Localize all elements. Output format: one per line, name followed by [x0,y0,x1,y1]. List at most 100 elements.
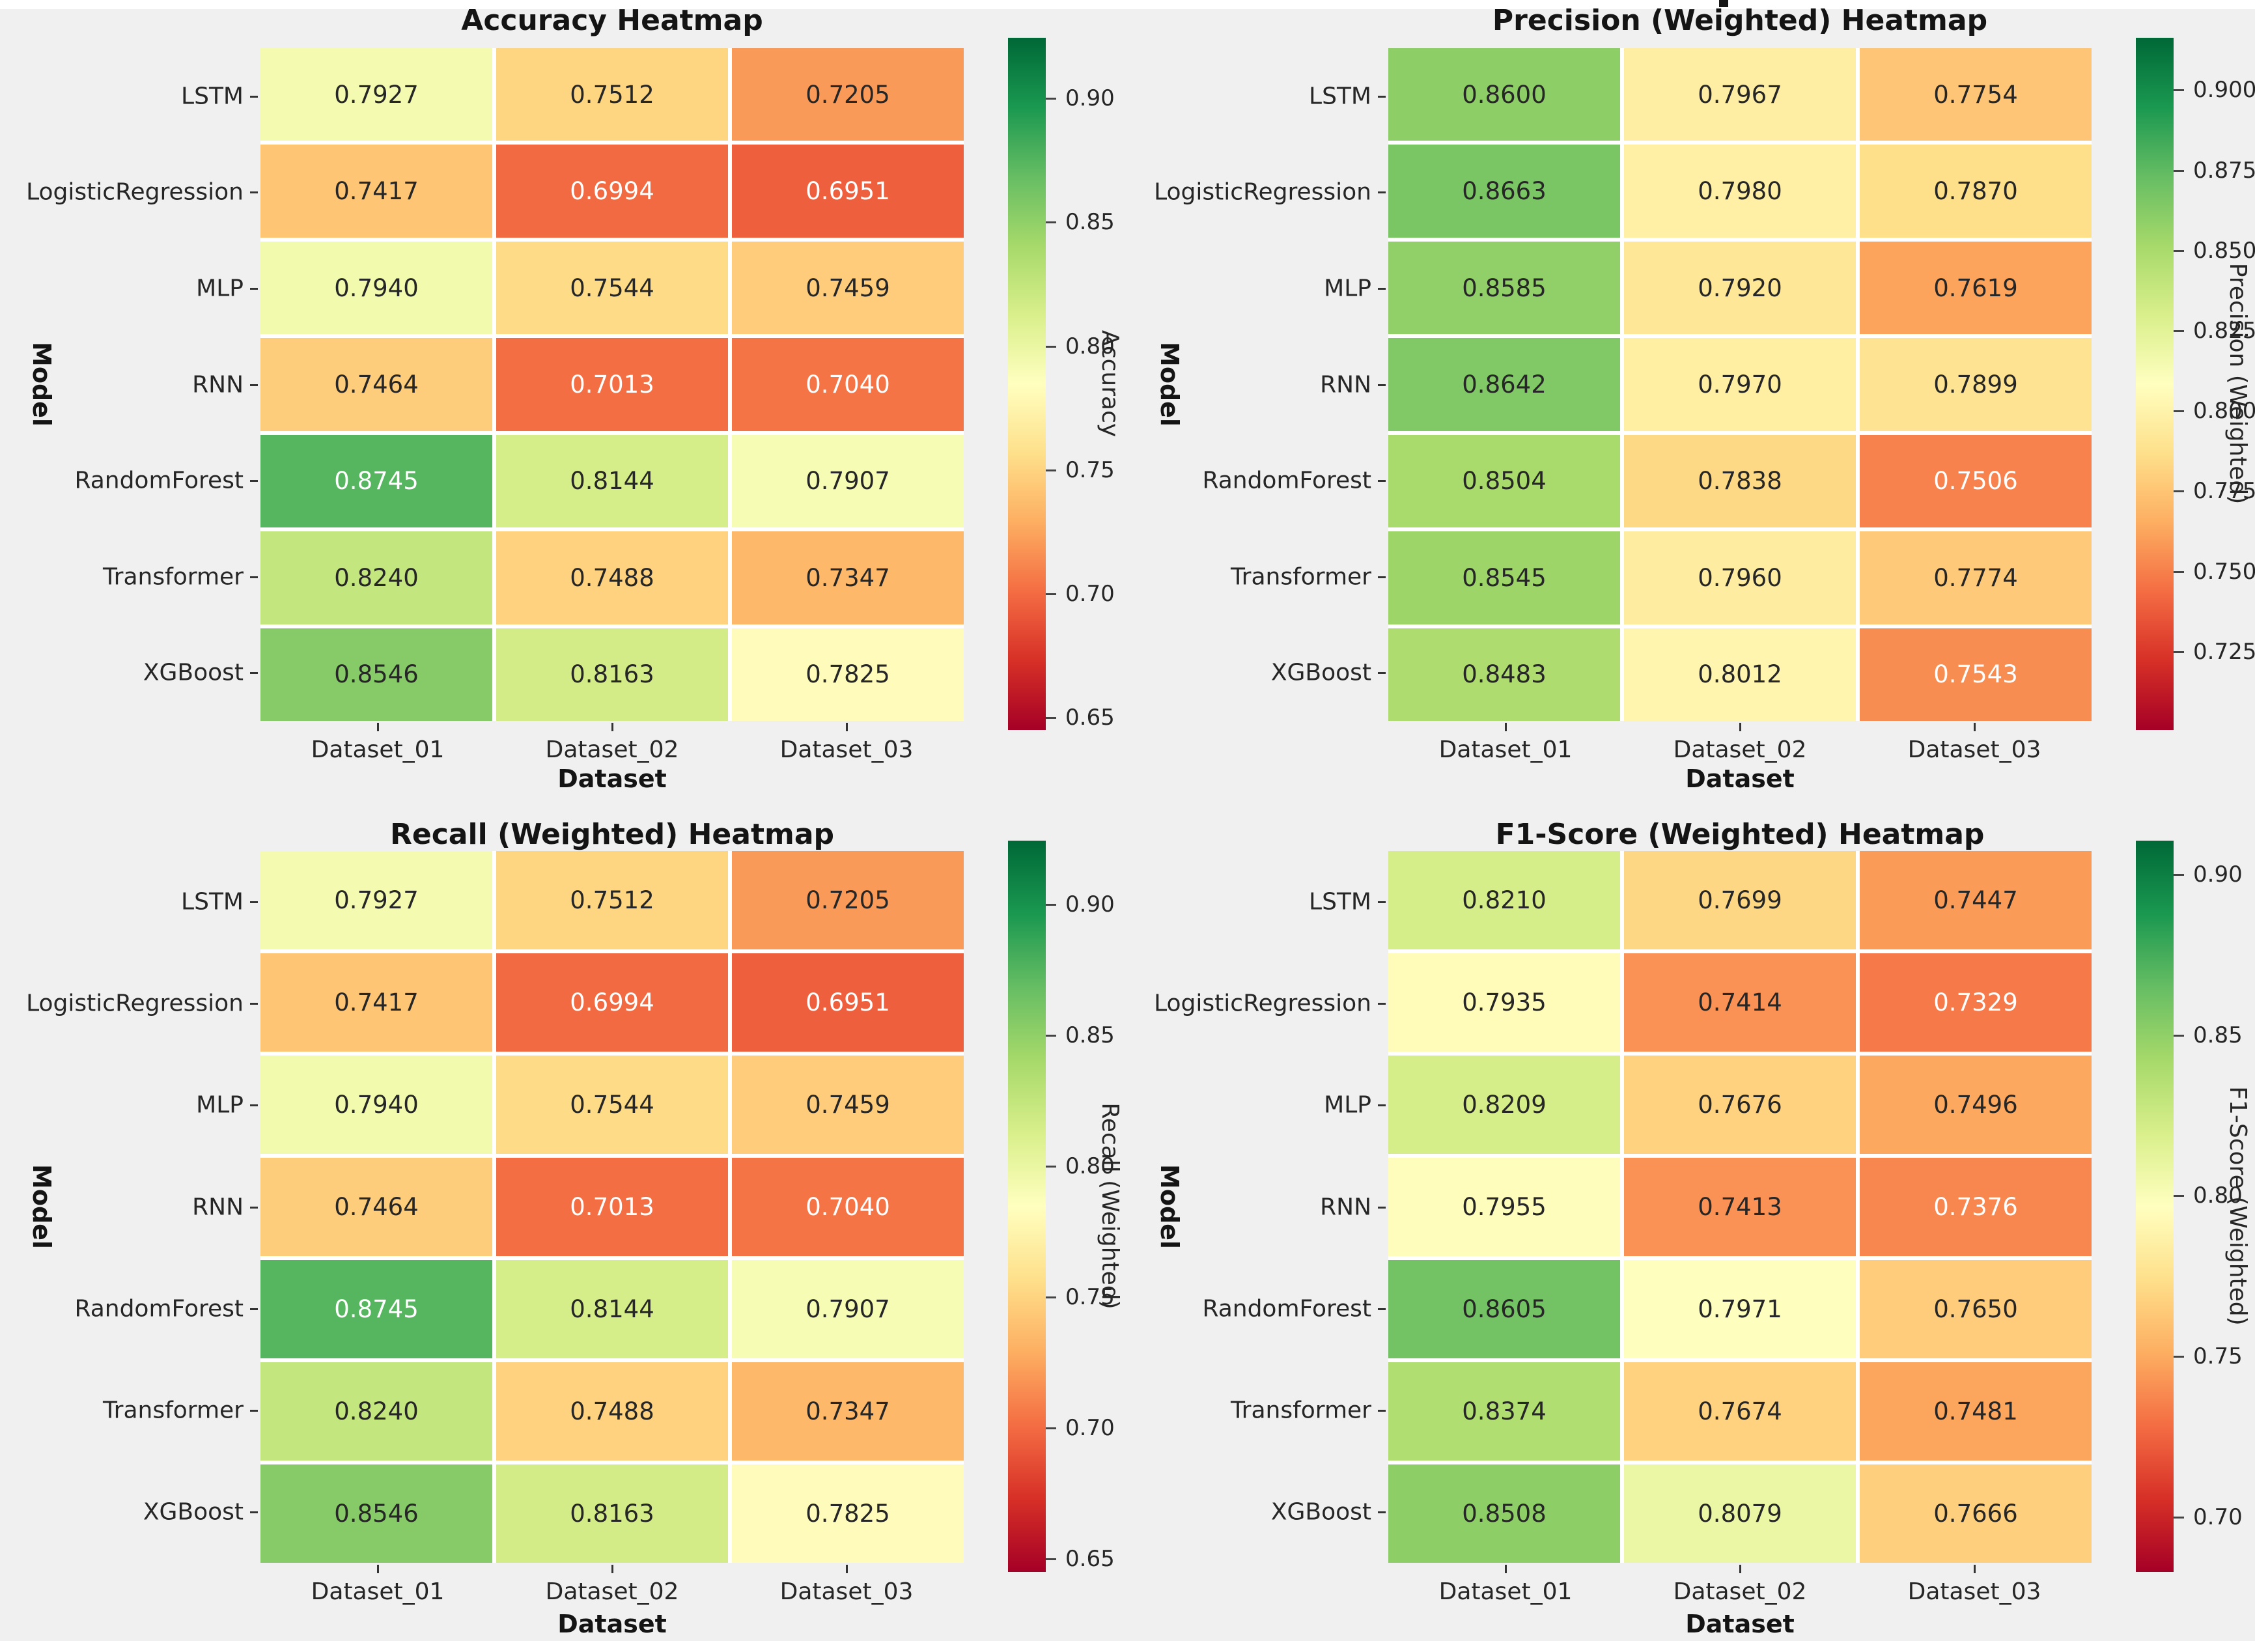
heatmap-grid: 0.8600 0.7967 0.7754 0.8663 0.7980 0.7870 0.85… [1388,48,2092,721]
colorbar-tick-mark [1046,98,1056,100]
heatmap-cell: 0.7838 [1624,434,1856,528]
y-tick-mark [1378,384,1386,386]
colorbar-tick-mark [2174,1034,2184,1037]
colorbar-tick-mark [2174,169,2184,172]
heatmap-cell: 0.7666 [1860,1464,2092,1563]
heatmap-cell: 0.7512 [496,48,728,141]
y-tick-mark [250,672,258,675]
heatmap-cell: 0.7544 [496,241,728,335]
heatmap-cell: 0.7329 [1860,953,2092,1052]
heatmap-cell: 0.7650 [1860,1260,2092,1358]
y-tick-mark [1378,1308,1386,1310]
colorbar-tick-mark [1046,345,1056,348]
heatmap-cell: 0.7619 [1860,241,2092,335]
colorbar-tick-label: 0.90 [2193,861,2243,888]
colorbar-tick-mark [1046,1166,1056,1168]
heatmap-cell: 0.7971 [1624,1260,1856,1358]
y-tick-mark [1378,1409,1386,1412]
heatmap-cell: 0.7488 [496,531,728,624]
colorbar-tick-label: 0.65 [1065,705,1115,731]
y-tick-mark [250,1104,258,1107]
colorbar-tick-mark [2174,329,2184,332]
y-axis-label: Model [1155,342,1184,427]
heatmap-cell: 0.7459 [732,1056,964,1154]
heatmap-cell: 0.7927 [260,48,492,141]
x-axis-label: Dataset [557,764,667,793]
y-tick-mark [1378,191,1386,194]
colorbar-tick-mark [2174,89,2184,92]
y-tick-mark [250,480,258,483]
y-axis-label: Model [27,1164,56,1249]
heatmap-cell: 0.7464 [260,1158,492,1256]
colorbar-label: Precision (Weighted) [2224,262,2251,505]
colorbar-tick-mark [1046,469,1056,471]
heatmap-cell: 0.8210 [1388,851,1620,949]
column-tick-label: Dataset_02 [1673,1578,1807,1605]
row-tick-label: XGBoost [143,659,244,686]
column-tick-label: Dataset_02 [1673,736,1807,763]
column-tick-label: Dataset_02 [545,1578,679,1605]
heatmap-cell: 0.7459 [732,241,964,335]
y-tick-mark [1378,672,1386,675]
heatmap-cell: 0.7013 [496,338,728,431]
heatmap-cell: 0.7955 [1388,1158,1620,1256]
heatmap-cell: 0.7774 [1860,531,2092,624]
heatmap-cell: 0.7676 [1624,1056,1856,1154]
heatmap-cell: 0.7927 [260,851,492,949]
colorbar [2136,841,2174,1572]
heatmap-cell: 0.7699 [1624,851,1856,949]
colorbar-tick-mark [1046,1558,1056,1561]
heatmap-cell: 0.7674 [1624,1362,1856,1461]
x-tick-mark [611,723,613,731]
row-tick-label: LSTM [181,888,244,916]
x-axis-label: Dataset [557,1610,667,1638]
heatmap-grid: 0.8210 0.7699 0.7447 0.7935 0.7414 0.7329 0.82… [1388,851,2092,1563]
row-tick-label: RNN [1320,371,1371,398]
chart-title: F1-Score (Weighted) Heatmap [1495,818,1985,851]
colorbar-label: Accuracy [1097,329,1123,438]
chart-title: Recall (Weighted) Heatmap [389,818,835,851]
heatmap-cell: 0.7040 [732,338,964,431]
suptitle-fragment-mark [1719,0,1728,7]
heatmap-cell: 0.7544 [496,1056,728,1154]
x-tick-mark [1739,1565,1741,1573]
heatmap-cell: 0.7920 [1624,241,1856,335]
row-tick-label: RNN [1320,1194,1371,1220]
colorbar-tick-label: 0.70 [1065,1415,1115,1442]
heatmap-cell: 0.7040 [732,1158,964,1256]
heatmap-cell: 0.8483 [1388,628,1620,721]
y-tick-mark [1378,1104,1386,1107]
row-tick-label: LogisticRegression [1154,178,1371,206]
heatmap-cell: 0.7907 [732,434,964,528]
row-tick-label: RandomForest [1202,1295,1371,1323]
heatmap-cell: 0.7376 [1860,1158,2092,1256]
row-tick-label: Transformer [1230,563,1371,591]
heatmap-cell: 0.8240 [260,531,492,624]
x-tick-mark [1505,1565,1507,1573]
heatmap-cell: 0.8240 [260,1362,492,1461]
heatmap-cell: 0.7970 [1624,338,1856,431]
column-tick-label: Dataset_01 [1438,1578,1573,1605]
colorbar-tick-label: 0.750 [2193,558,2255,585]
heatmap-cell: 0.7940 [260,241,492,335]
heatmap-cell: 0.7464 [260,338,492,431]
heatmap-cell: 0.7347 [732,1362,964,1461]
x-tick-mark [377,1565,379,1573]
heatmap-cell: 0.7488 [496,1362,728,1461]
column-tick-label: Dataset_03 [1907,1578,2041,1605]
x-axis-label: Dataset [1685,764,1795,793]
x-tick-mark [611,1565,613,1573]
y-tick-mark [1378,95,1386,98]
row-tick-label: MLP [196,275,244,302]
heatmap-cell: 0.7512 [496,851,728,949]
y-tick-mark [1378,1511,1386,1513]
colorbar-tick-mark [2174,651,2184,653]
y-tick-mark [1378,287,1386,290]
heatmap-grid: 0.7927 0.7512 0.7205 0.7417 0.6994 0.6951 0.79… [260,851,964,1563]
colorbar-tick-mark [2174,1355,2184,1358]
colorbar-tick-label: 0.75 [2193,1343,2243,1369]
y-tick-mark [250,1003,258,1005]
colorbar-tick-mark [1046,717,1056,720]
colorbar-tick-mark [1046,1296,1056,1299]
heatmap-cell: 0.6951 [732,145,964,238]
